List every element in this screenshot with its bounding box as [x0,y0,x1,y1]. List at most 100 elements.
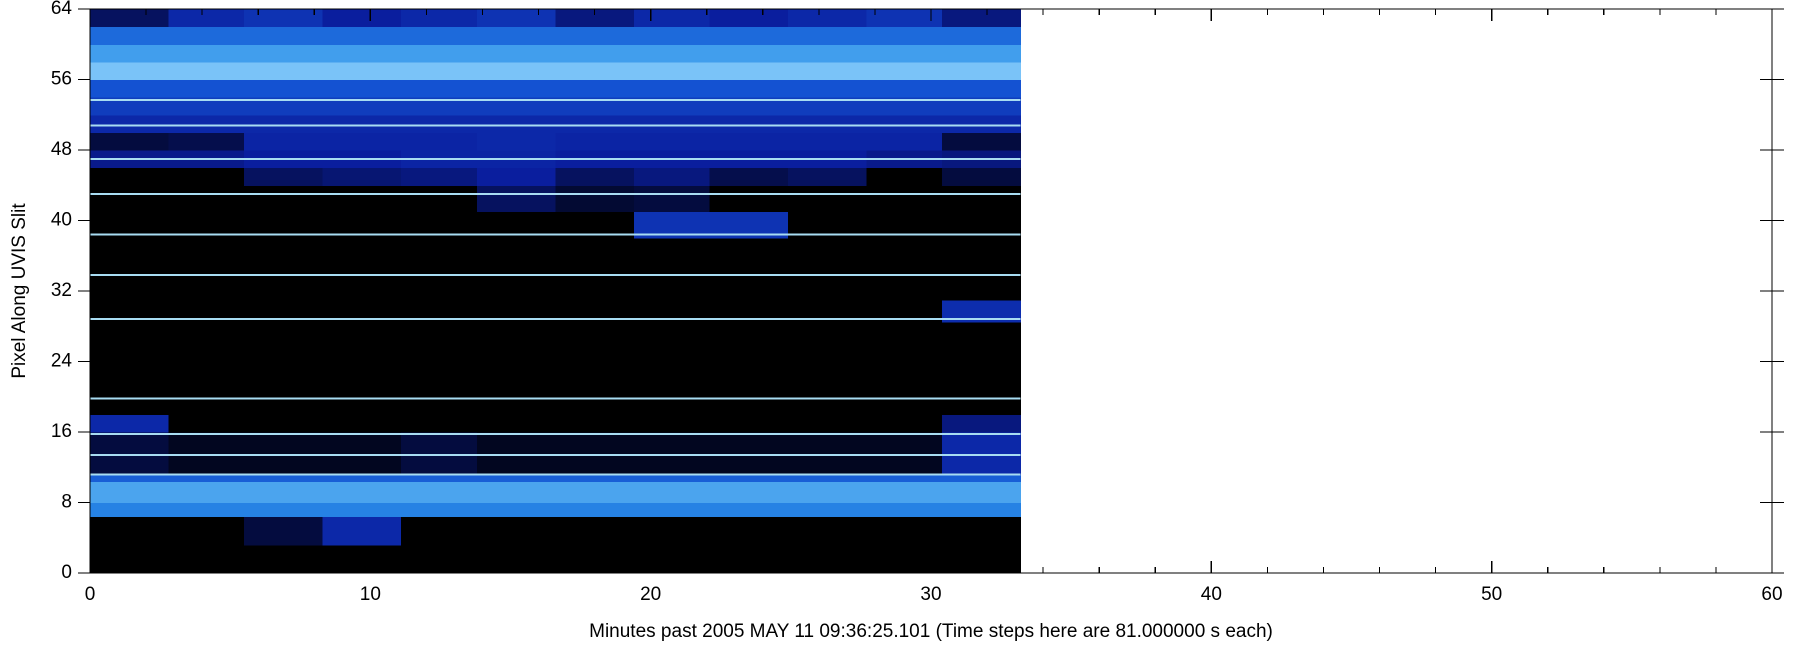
heatmap-cell [633,414,711,433]
heatmap-cell [476,299,556,323]
heatmap-cell [866,321,943,415]
heatmap-cell [633,9,711,28]
heatmap-cell [942,185,1022,213]
heatmap-cell [942,238,1022,301]
heatmap-cell [244,9,324,28]
heatmap-cell [942,61,1022,80]
heatmap-cell [244,481,324,503]
heatmap-cell [90,516,169,546]
heatmap-cell [244,26,324,45]
heatmap-cell [555,502,635,518]
heatmap-cell [709,97,789,116]
heatmap-cell [866,185,943,213]
heatmap-cell [709,167,789,186]
heatmap-cell [476,516,556,546]
heatmap-cell [709,9,789,28]
heatmap-cell [942,321,1022,415]
heatmap-cell [476,79,556,98]
heatmap-cell [168,61,245,80]
heatmap-cell [90,114,169,133]
heatmap-cell [90,502,169,518]
heatmap-cell [866,97,943,116]
heatmap-cell [788,79,868,98]
heatmap-cell [942,114,1022,133]
heatmap-cell [709,114,789,133]
heatmap-cell [168,97,245,116]
heatmap-cell [633,299,711,323]
heatmap-cell [244,502,324,518]
heatmap-cell [90,132,169,151]
heatmap-cell [709,132,789,151]
heatmap-cell [633,516,711,546]
heatmap-cell [322,79,402,98]
heatmap-cell [90,61,169,80]
heatmap-cell [866,61,943,80]
heatmap-cell [168,9,245,28]
heatmap-cell [476,97,556,116]
heatmap-cell [709,544,789,574]
heatmap-cell [555,238,635,301]
heatmap-cell [322,9,402,28]
x-tick-label: 40 [1201,584,1222,605]
y-tick-label: 64 [51,0,73,19]
heatmap-cell [168,516,245,546]
heatmap-cell [476,132,556,151]
heatmap-cell [401,132,478,151]
heatmap-cell [709,321,789,415]
heatmap-cell [709,481,789,503]
heatmap-cell [168,79,245,98]
heatmap-cell [942,481,1022,503]
x-tick-label: 30 [920,584,941,605]
heatmap-cell [555,61,635,80]
heatmap-cell [90,44,169,63]
heatmap-cell [942,132,1022,151]
heatmap-cell [709,61,789,80]
y-tick-label: 40 [51,210,72,231]
heatmap-cell [788,238,868,301]
heatmap-cell [788,516,868,546]
heatmap-cell [322,299,402,323]
heatmap-cell [322,61,402,80]
heatmap-cell [244,114,324,133]
heatmap-cell [788,114,868,133]
heatmap-cell [168,114,245,133]
heatmap-cell [401,114,478,133]
heatmap-cell [90,26,169,45]
heatmap-cell [90,185,169,213]
heatmap-cell [942,502,1022,518]
x-tick-label: 20 [640,584,661,605]
heatmap-cell [788,61,868,80]
heatmap-cell [322,238,402,301]
heatmap-cell [168,132,245,151]
heatmap-cell [322,516,402,546]
heatmap-cell [788,185,868,213]
heatmap-cell [322,502,402,518]
heatmap-cell [942,432,1022,475]
heatmap-cell [866,167,943,186]
heatmap-cell [555,185,635,213]
heatmap-cell [476,502,556,518]
heatmap-cell [788,26,868,45]
heatmap-cell [633,44,711,63]
heatmap-cell [244,474,324,482]
heatmap-cell [709,44,789,63]
heatmap-cell [168,26,245,45]
heatmap-cell [401,61,478,80]
heatmap-cell [401,185,478,213]
heatmap-cell [633,61,711,80]
heatmap-cell [401,474,478,482]
heatmap-cell [633,114,711,133]
heatmap-cell [476,238,556,301]
heatmap-cell [633,432,711,475]
heatmap-cell [633,132,711,151]
heatmap-cell [942,97,1022,116]
heatmap-cell [90,481,169,503]
heatmap-cell [90,79,169,98]
heatmap-cell [788,414,868,433]
heatmap-cell [942,544,1022,574]
heatmap-cell [866,502,943,518]
heatmap-cell [401,481,478,503]
heatmap-cell [476,481,556,503]
heatmap-cell [709,474,789,482]
